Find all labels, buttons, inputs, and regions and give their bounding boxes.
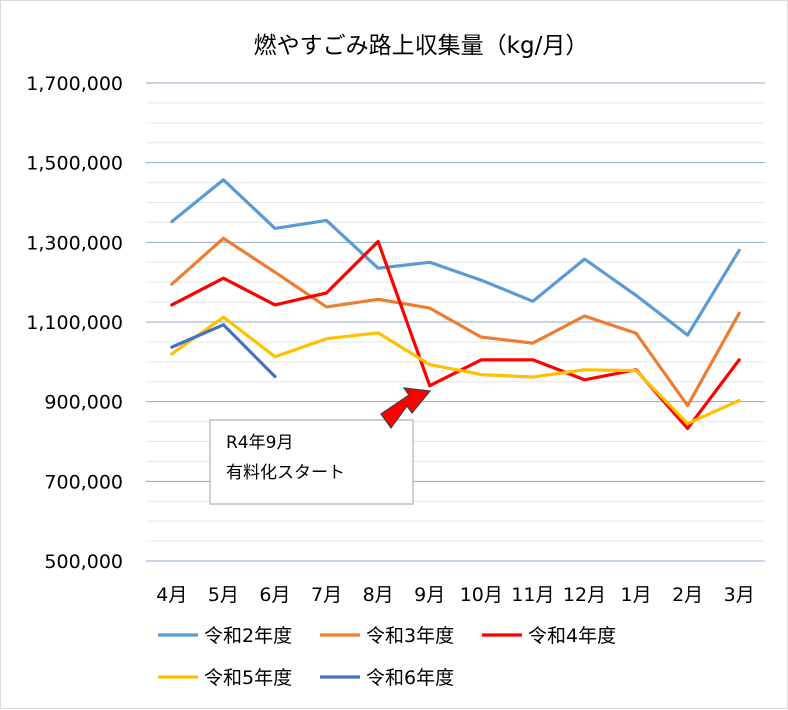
series-line — [170, 323, 277, 379]
y-tick-label: 1,500,000 — [26, 153, 123, 175]
y-tick-label: 1,300,000 — [26, 232, 123, 254]
legend-label: 令和5年度 — [204, 667, 292, 689]
series-line — [170, 315, 741, 426]
x-tick-label: 8月 — [363, 584, 394, 606]
y-tick-label: 1,100,000 — [26, 312, 123, 334]
x-tick-label: 9月 — [414, 584, 445, 606]
series-lines — [170, 178, 741, 430]
x-tick-label: 4月 — [156, 584, 187, 606]
y-tick-label: 1,700,000 — [26, 73, 123, 95]
x-tick-label: 6月 — [259, 584, 290, 606]
y-tick-label: 500,000 — [44, 551, 123, 573]
legend-label: 令和4年度 — [528, 625, 616, 647]
x-tick-label: 10月 — [460, 584, 503, 606]
annotation-arrow — [380, 387, 432, 430]
y-tick-label: 700,000 — [44, 471, 123, 493]
x-tick-label: 11月 — [511, 584, 554, 606]
x-tick-label: 12月 — [563, 584, 606, 606]
legend-label: 令和6年度 — [366, 667, 454, 689]
annotation-box — [209, 419, 414, 505]
x-tick-label: 7月 — [311, 584, 342, 606]
series-line — [170, 178, 741, 337]
legend-label: 令和3年度 — [366, 625, 454, 647]
x-tick-label: 2月 — [672, 584, 703, 606]
legend-label: 令和2年度 — [204, 625, 292, 647]
y-tick-label: 900,000 — [44, 392, 123, 414]
series-line — [170, 236, 741, 408]
x-tick-label: 5月 — [208, 584, 239, 606]
series-line — [170, 239, 741, 430]
annotation-text: 有料化スタート — [226, 463, 345, 483]
chart-title: 燃やすごみ路上収集量（kg/月） — [254, 33, 589, 59]
y-axis-ticks: 500,000 700,000 900,000 1,100,000 1,300,000 1… — [26, 73, 123, 573]
x-tick-label: 1月 — [620, 584, 651, 606]
annotation-text: R4年9月 — [226, 433, 293, 453]
x-axis-ticks: 4月 5月 6月 7月 8月 9月 10月 11月 12月 1月 2月 3月 — [156, 584, 755, 606]
x-tick-label: 3月 — [724, 584, 755, 606]
